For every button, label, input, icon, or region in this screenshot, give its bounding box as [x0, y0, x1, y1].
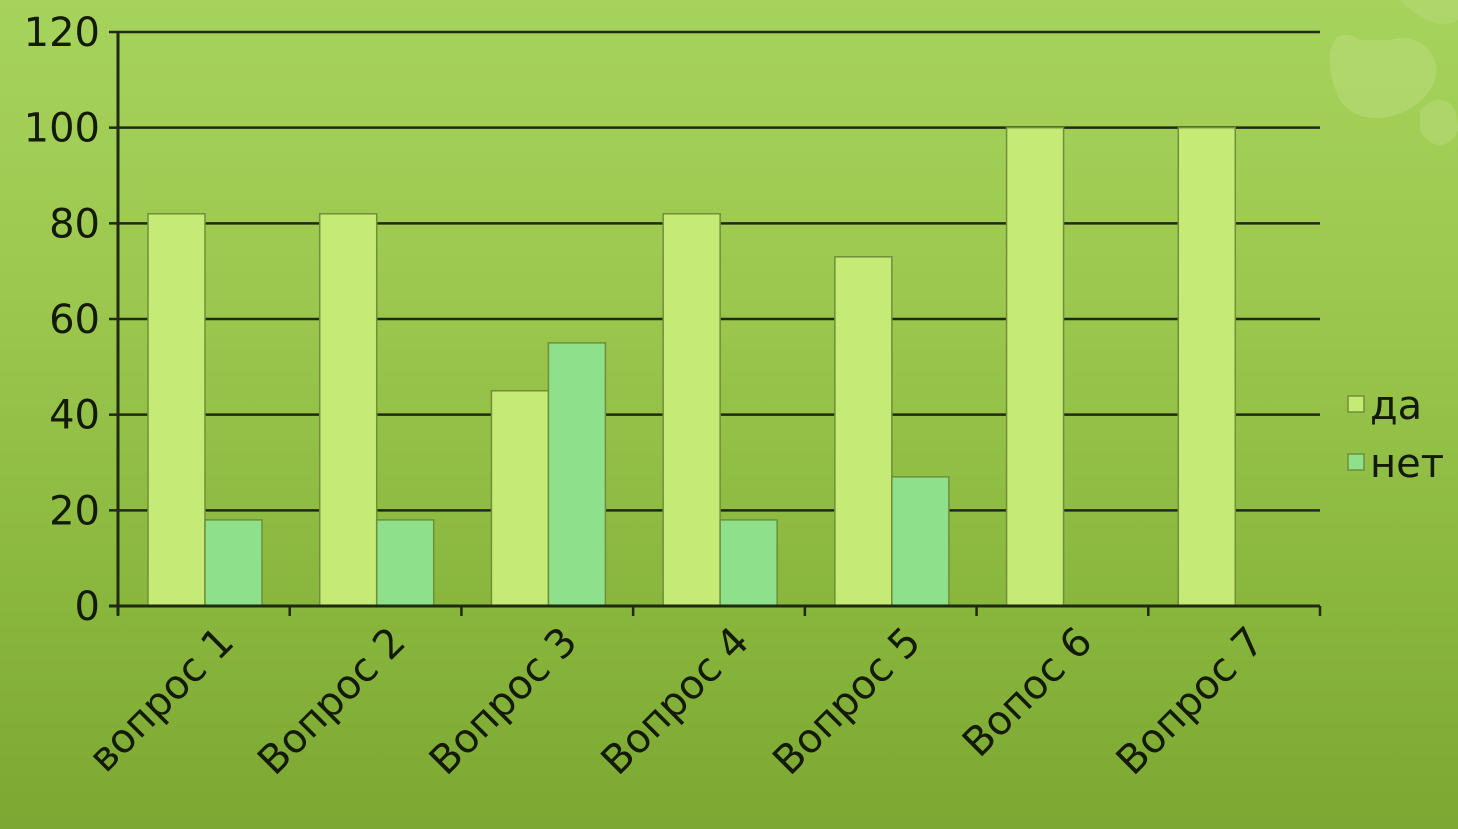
x-tick-label: Вопрос 2 [249, 619, 415, 785]
bar-да-7 [1177, 126, 1237, 607]
bar-нет-4 [719, 519, 778, 607]
bar-да-5 [834, 256, 893, 607]
bar-нет-2 [375, 519, 435, 607]
bar-да-3 [490, 390, 550, 607]
y-tick-label: 120 [24, 10, 100, 56]
legend-swatch-да [1347, 395, 1365, 413]
bar-нет-1 [204, 519, 263, 607]
bar-да-2 [318, 213, 378, 607]
bar-да-6 [1005, 126, 1065, 607]
y-tick-label: 0 [75, 584, 100, 630]
x-tick-label: Вопос 6 [954, 619, 1102, 767]
bar-да-4 [662, 213, 721, 607]
leaf-decoration [1329, 0, 1458, 145]
y-tick-label: 40 [49, 393, 100, 439]
x-tick-label: вопрос 1 [80, 619, 243, 782]
x-tick-label: Вопрос 5 [764, 619, 930, 785]
y-tick-label: 60 [49, 297, 100, 343]
x-tick-label: Вопрос 4 [593, 619, 759, 785]
x-tick-label: Вопрос 7 [1108, 619, 1274, 785]
legend-swatch-нет [1347, 453, 1365, 471]
bar-нет-3 [547, 342, 607, 607]
y-tick-label: 20 [49, 488, 100, 534]
y-tick-label: 80 [49, 201, 100, 247]
x-tick-label: Вопрос 3 [421, 619, 587, 785]
bar-нет-5 [891, 476, 950, 607]
bar-да-1 [147, 213, 206, 607]
legend-label-да: да [1370, 383, 1422, 429]
legend-label-нет: нет [1370, 441, 1444, 487]
y-tick-label: 100 [24, 106, 100, 152]
